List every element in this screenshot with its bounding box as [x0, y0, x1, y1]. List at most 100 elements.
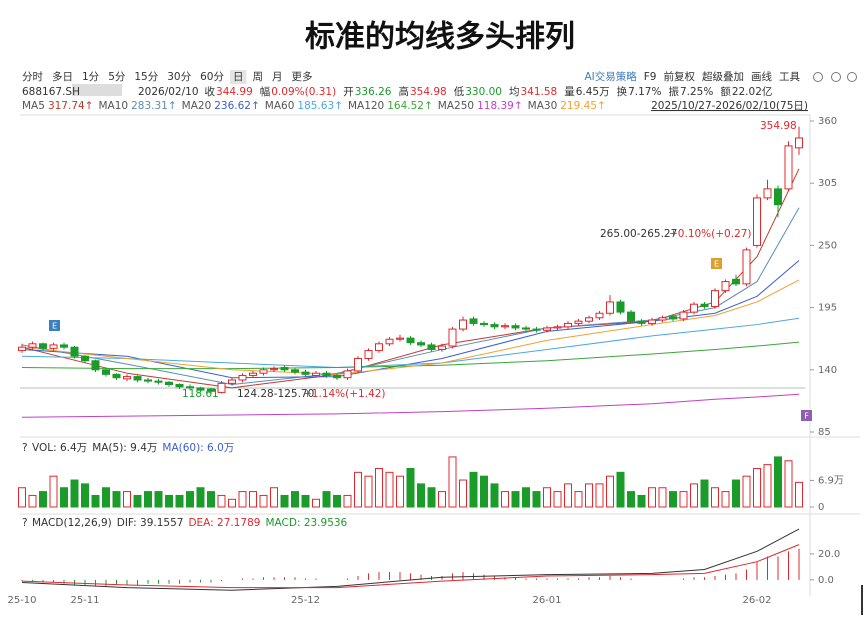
- ma-legend-value: 283.31↑: [131, 100, 177, 112]
- period-tab[interactable]: 60分: [200, 71, 224, 83]
- ma-line: [21, 317, 800, 369]
- ma-legend-name: MA30: [528, 100, 558, 112]
- period-tab[interactable]: 1分: [82, 71, 100, 83]
- candle-body: [669, 316, 677, 320]
- quote-value: 7.17%: [628, 86, 661, 98]
- candle-body: [732, 278, 740, 285]
- volume-bar: [795, 481, 803, 508]
- volume-bar: [406, 467, 415, 508]
- range-annotation: 124.28-125.70: [237, 388, 314, 400]
- quote-value: 0.09%(0.31): [271, 86, 336, 98]
- tool-button[interactable]: 画线: [751, 70, 772, 83]
- volume-bar: [207, 491, 215, 508]
- candle-body: [291, 369, 299, 373]
- volume-bar: [711, 487, 719, 508]
- candle-body: [711, 290, 719, 307]
- candle-body: [700, 303, 709, 307]
- volume-bar: [774, 456, 782, 508]
- volume-legend: VOL: 6.4万: [32, 442, 87, 454]
- volume-bar: [616, 471, 625, 508]
- candle-body: [375, 343, 383, 352]
- period-tab[interactable]: 分时: [22, 71, 43, 83]
- volume-bar: [144, 491, 152, 508]
- volume-bar: [459, 479, 467, 508]
- volume-bar: [501, 491, 509, 508]
- icon-button[interactable]: [831, 72, 841, 82]
- ma-line: [21, 393, 800, 418]
- period-tab[interactable]: 多日: [52, 70, 73, 83]
- volume-bar: [742, 475, 751, 508]
- tool-button[interactable]: 超级叠加: [702, 70, 744, 83]
- volume-bar: [595, 483, 604, 508]
- volume-bar: [249, 491, 257, 508]
- candle-body: [721, 281, 730, 292]
- volume-bar: [49, 475, 58, 508]
- icon-button[interactable]: [813, 72, 823, 82]
- tool-button[interactable]: 工具: [779, 71, 800, 83]
- volume-bar: [679, 491, 688, 508]
- tool-button[interactable]: F9: [644, 71, 657, 83]
- tool-button[interactable]: AI交易策略: [584, 70, 637, 83]
- quote-label: 高: [398, 85, 409, 98]
- icon-button[interactable]: [847, 72, 857, 82]
- stock-code: 688167.SH: [22, 86, 80, 98]
- volume-bar: [133, 494, 142, 508]
- y-tick-label: 195: [818, 303, 837, 314]
- tool-button[interactable]: 前复权: [664, 70, 696, 83]
- candle-body: [595, 312, 604, 319]
- macd-line: [21, 528, 800, 591]
- volume-bar: [448, 456, 457, 508]
- event-marker-label[interactable]: F: [804, 412, 809, 421]
- candle-body: [49, 344, 58, 349]
- volume-bar: [270, 487, 278, 508]
- help-icon[interactable]: ?: [22, 442, 28, 454]
- quote-label: 开: [343, 86, 354, 98]
- period-tab[interactable]: 月: [272, 71, 283, 83]
- volume-bar: [39, 491, 47, 508]
- candle-body: [18, 346, 26, 352]
- candle-body: [133, 376, 142, 381]
- quote-value: 22.02亿: [732, 85, 773, 98]
- volume-bar: [543, 487, 551, 508]
- volume-bar: [532, 491, 541, 508]
- period-tab[interactable]: 5分: [108, 71, 126, 83]
- ma-line: [21, 279, 800, 375]
- event-marker[interactable]: [801, 410, 812, 421]
- volume-legend: MA(5): 9.4万: [92, 442, 157, 454]
- quote-label: 收: [205, 85, 216, 98]
- y-tick-label: 360: [818, 116, 837, 127]
- period-tab[interactable]: 更多: [292, 70, 313, 83]
- candle-body: [396, 337, 404, 340]
- candle-body: [354, 357, 362, 372]
- quote-label: 低: [454, 85, 465, 98]
- period-tab[interactable]: 30分: [167, 71, 191, 83]
- quote-value: 341.58: [520, 86, 557, 98]
- candle-body: [39, 343, 47, 349]
- candle-body: [648, 319, 656, 324]
- volume-bar: [700, 479, 709, 508]
- volume-bar: [396, 475, 404, 508]
- candle-body: [553, 326, 562, 329]
- candle-body: [690, 303, 698, 313]
- candle-body: [385, 338, 394, 345]
- period-tab[interactable]: 日: [233, 71, 244, 83]
- candle-body: [196, 387, 205, 391]
- x-tick-label: 26-02: [742, 595, 771, 606]
- event-marker[interactable]: [711, 258, 722, 269]
- x-tick-label: 26-01: [532, 595, 561, 606]
- x-tick-label: 25-11: [70, 595, 99, 606]
- volume-bar: [186, 491, 194, 508]
- candle-body: [249, 372, 257, 376]
- volume-bar: [732, 479, 740, 508]
- ma-legend-value: 164.52↑: [387, 100, 433, 112]
- date-range: 2025/10/27-2026/02/10(75日): [651, 100, 808, 112]
- period-tab[interactable]: 15分: [134, 71, 158, 83]
- volume-bar: [669, 491, 677, 508]
- event-marker[interactable]: [49, 320, 60, 331]
- event-marker-label[interactable]: E: [52, 322, 57, 331]
- volume-bar: [291, 491, 299, 508]
- help-icon[interactable]: ?: [22, 517, 28, 529]
- ma-line: [21, 168, 800, 389]
- period-tab[interactable]: 周: [253, 71, 264, 83]
- event-marker-label[interactable]: E: [714, 260, 719, 269]
